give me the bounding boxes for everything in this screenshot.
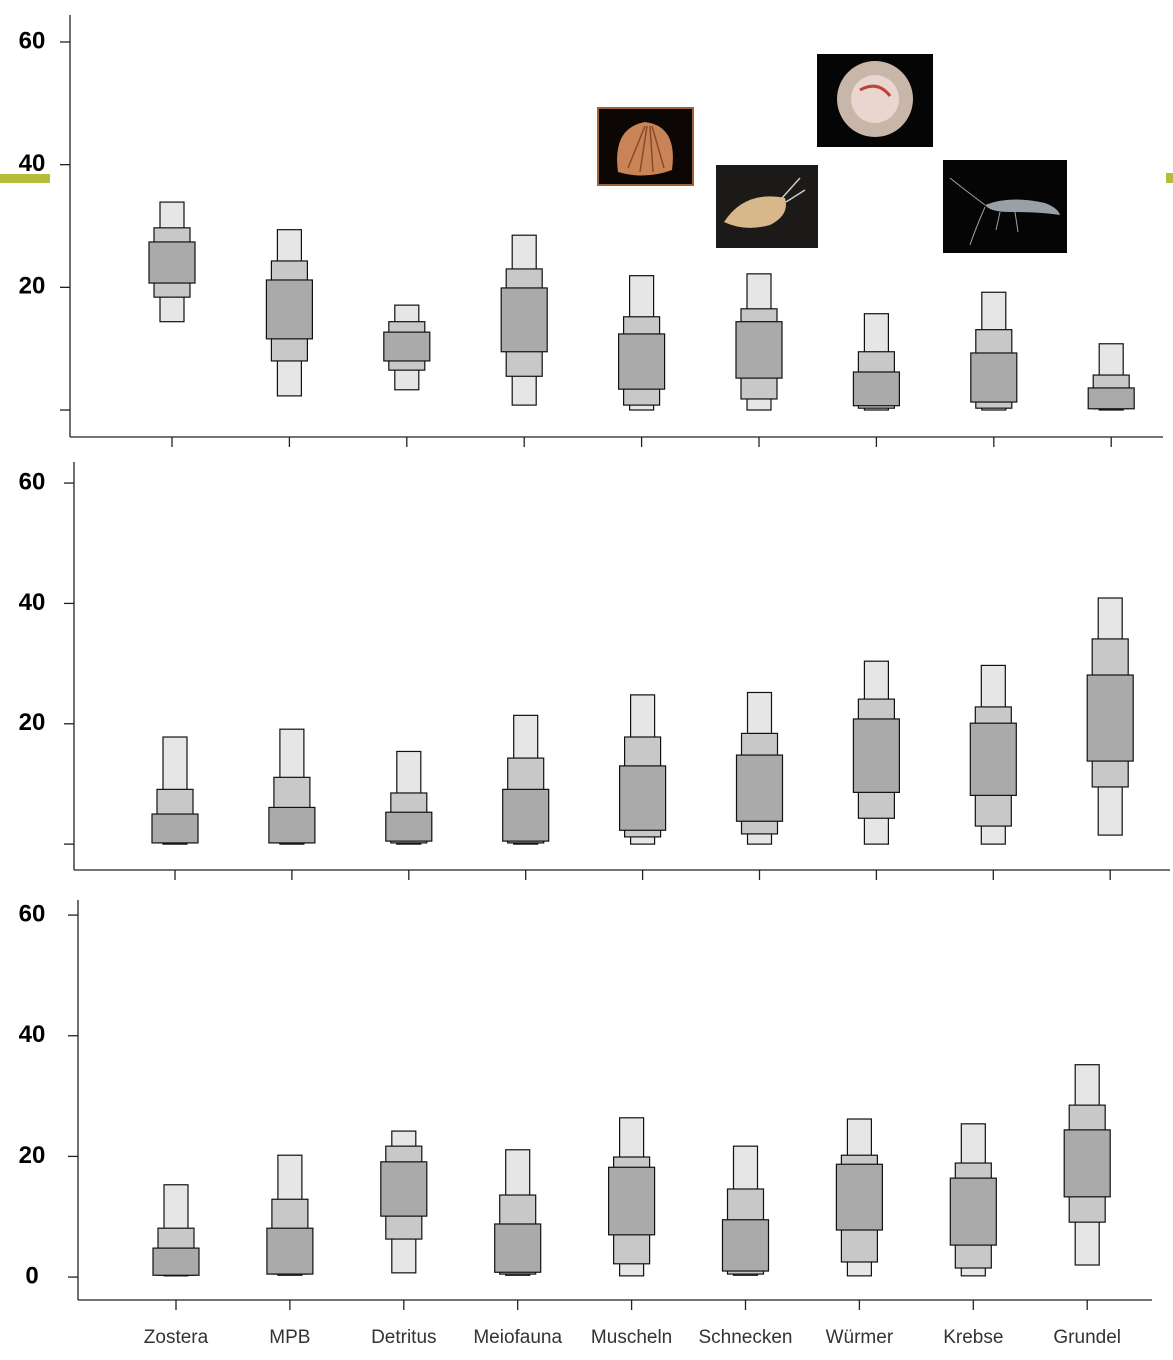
x-tick-label: Schnecken [698, 1327, 792, 1348]
y-tick-label: 40 [19, 1021, 46, 1048]
interval-box [503, 789, 549, 841]
y-tick-label: 20 [19, 273, 46, 300]
interval-box [619, 334, 665, 389]
interval-box [950, 1178, 996, 1245]
y-tick-label: 40 [19, 589, 46, 616]
accent-bar [1166, 173, 1173, 183]
interval-box [267, 1228, 313, 1274]
interval-box [736, 322, 782, 378]
interval-box [1088, 388, 1134, 409]
interval-box [386, 812, 432, 841]
x-tick-label: Muscheln [591, 1327, 672, 1348]
interval-box [970, 723, 1016, 795]
y-tick-label: 0 [25, 1262, 38, 1289]
photo-shrimp [943, 160, 1067, 253]
interval-box [853, 372, 899, 406]
x-tick-label: Würmer [826, 1327, 894, 1348]
interval-box [836, 1164, 882, 1230]
interval-box [1064, 1130, 1110, 1197]
interval-box [609, 1167, 655, 1235]
chart: 20 40 60 20 40 60 0 20 40 60 Zostera MPB Detritus Mei… [0, 0, 1173, 1355]
interval-box [971, 353, 1017, 402]
y-tick-label: 40 [19, 150, 46, 177]
y-tick-label: 60 [19, 27, 46, 54]
y-tick-label: 60 [19, 900, 46, 927]
interval-box [266, 280, 312, 339]
interval-box [737, 755, 783, 821]
interval-box [152, 814, 198, 843]
interval-box [149, 242, 195, 283]
interval-box [1087, 675, 1133, 761]
interval-box [381, 1162, 427, 1216]
x-tick-label: MPB [269, 1327, 310, 1348]
y-tick-label: 20 [19, 709, 46, 736]
photo-snail [716, 165, 818, 248]
interval-box [495, 1224, 541, 1272]
interval-box [501, 288, 547, 352]
interval-box [723, 1220, 769, 1271]
x-tick-label: Meiofauna [473, 1327, 562, 1348]
x-tick-label: Grundel [1053, 1327, 1121, 1348]
interval-box [853, 719, 899, 792]
interval-box [620, 766, 666, 830]
x-tick-label: Detritus [371, 1327, 436, 1348]
interval-box [153, 1248, 199, 1275]
x-tick-label: Zostera [144, 1327, 209, 1348]
photo-clam [598, 108, 693, 185]
interval-box [384, 332, 430, 361]
y-tick-label: 60 [19, 468, 46, 495]
y-tick-label: 20 [19, 1142, 46, 1169]
x-tick-label: Krebse [943, 1327, 1003, 1348]
interval-box [269, 807, 315, 843]
photo-worm [817, 54, 933, 147]
